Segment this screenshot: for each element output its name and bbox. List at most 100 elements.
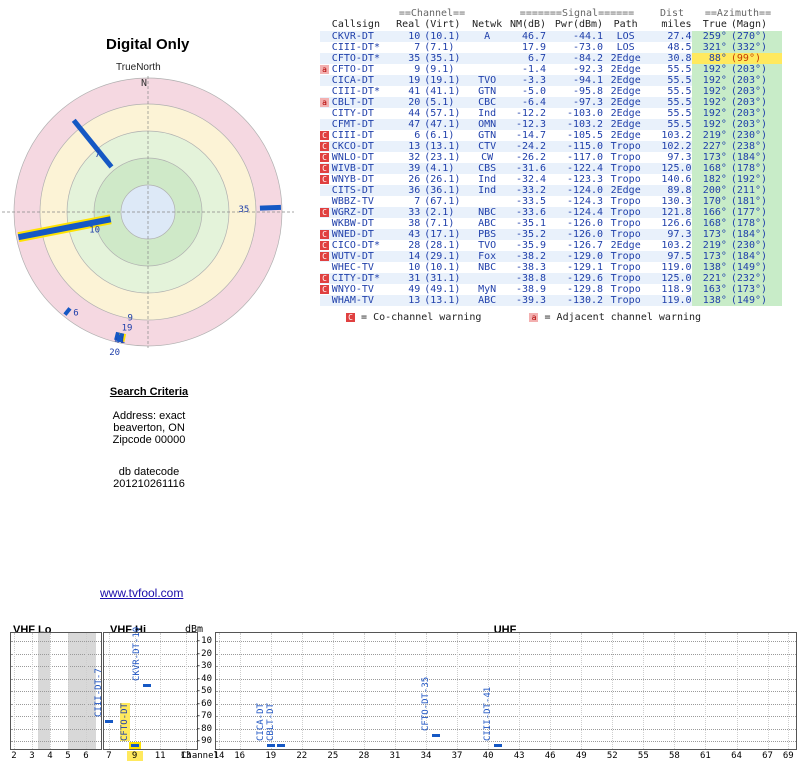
azimuth-magnetic: (232°) [726, 273, 782, 284]
callsign: WBBZ-TV [331, 196, 374, 207]
table-row: CIII-DT* 7 (7.1) 17.9 -73.0 LOS 48.5 321° (332°) [320, 42, 782, 53]
gridline [216, 678, 796, 680]
azimuth-true: 138° [691, 262, 727, 273]
noise-margin: -14.7 [515, 130, 547, 141]
table-row: CFMT-DT 47 (47.1) OMN -12.3 -103.2 2Edge 55.5 19… [320, 119, 782, 130]
warning-flag [320, 119, 332, 130]
x-axis-tick: 58 [668, 751, 680, 761]
gridline [134, 633, 136, 749]
gridline [11, 728, 101, 730]
callsign: WGRZ-DT [331, 207, 374, 218]
x-axis-tick: 49 [575, 751, 587, 761]
callsign: CFTO-DT* [331, 53, 380, 64]
gridline [104, 716, 197, 717]
real-channel: 47 [408, 119, 421, 130]
table-row: WHAM-TV 13 (13.1) ABC -39.3 -130.2 Tropo 119.0 1… [320, 295, 782, 306]
co-channel-flag-icon: C [320, 153, 329, 162]
distance-miles: 30.8 [667, 53, 692, 64]
gridline [11, 716, 101, 717]
real-channel: 38 [408, 218, 421, 229]
azimuth-true: 192° [691, 86, 727, 97]
network: OMN [478, 119, 497, 130]
search-zipcode-line: Zipcode 00000 [112, 434, 186, 446]
real-channel: 7 [414, 42, 421, 53]
x-axis-tick: 25 [327, 751, 339, 761]
noise-margin: -38.8 [515, 273, 547, 284]
gridline [332, 633, 334, 749]
real-channel: 35 [408, 53, 421, 64]
warning-flag [320, 108, 332, 119]
db-datecode-value: 201210261116 [113, 478, 185, 490]
x-axis-tick: 5 [65, 751, 71, 761]
gridline [11, 653, 101, 655]
radar-marker-label: 7 [95, 150, 100, 160]
real-channel: 6 [414, 130, 421, 141]
signal-path: 2Edge [610, 64, 641, 75]
table-row: C WNLO-DT 32 (23.1) CW -26.2 -117.0 Tropo 97.3 17… [320, 152, 782, 163]
gridline [426, 633, 427, 749]
azimuth-magnetic: (203°) [726, 64, 782, 75]
callsign: WNYO-TV [331, 284, 374, 295]
radar-marker-label: 6 [73, 308, 78, 318]
noise-margin: -33.6 [515, 207, 547, 218]
signal-power: -117.0 [566, 152, 604, 163]
noise-margin: -35.1 [515, 218, 547, 229]
noise-margin: -12.2 [515, 108, 547, 119]
distance-miles: 130.3 [661, 196, 692, 207]
x-axis-tick: 67 [762, 751, 773, 761]
gridline [185, 633, 187, 749]
radar-marker-ch20 [116, 334, 122, 343]
virtual-channel: (23.1) [424, 152, 461, 163]
virtual-channel: (47.1) [424, 119, 461, 130]
gridline [86, 633, 87, 749]
network: TVO [478, 75, 497, 86]
callsign: CIII-DT* [331, 86, 380, 97]
azimuth-magnetic: (149°) [726, 295, 782, 306]
table-row: a CFTO-DT 9 (9.1) -1.4 -92.3 2Edge 55.5 192° (203… [320, 64, 782, 75]
signal-path: Tropo [610, 251, 641, 262]
network: CTV [478, 141, 497, 152]
distance-miles: 118.9 [661, 284, 692, 295]
azimuth-true: 166° [691, 207, 727, 218]
azimuth-true: 221° [691, 273, 727, 284]
true-col-header: True [702, 19, 727, 30]
noise-margin: -24.2 [515, 141, 547, 152]
radar-marker-ch35 [259, 204, 282, 211]
gridline [550, 633, 552, 749]
azimuth-true: 138° [691, 295, 727, 306]
table-row: CITS-DT 36 (36.1) Ind -33.2 -124.0 2Edge 89.8 20… [320, 185, 782, 196]
adjacent-channel-flag-icon: a [320, 98, 329, 107]
noise-margin: -6.4 [521, 97, 547, 108]
virtual-channel: (31.1) [424, 273, 461, 284]
virtual-channel: (4.1) [424, 163, 455, 174]
azimuth-magnetic: (238°) [726, 141, 782, 152]
distance-miles: 55.5 [667, 75, 692, 86]
virtual-channel: (10.1) [424, 31, 461, 42]
flag-col-header [320, 19, 332, 30]
virtual-channel: (7.1) [424, 42, 455, 53]
panel-vhf_lo [10, 632, 102, 750]
table-row: a CBLT-DT 20 (5.1) CBC -6.4 -97.3 2Edge 55.5 192°… [320, 97, 782, 108]
callsign: WNLO-DT [331, 152, 374, 163]
real-channel: 36 [408, 185, 421, 196]
distance-miles: 121.8 [661, 207, 692, 218]
gridline [216, 641, 796, 642]
azimuth-magnetic: (184°) [726, 229, 782, 240]
miles-col-header: miles [661, 19, 692, 30]
signal-path: Tropo [610, 141, 641, 152]
tvfool-link[interactable]: www.tvfool.com [100, 586, 184, 600]
gridline [109, 633, 110, 749]
noise-margin: -12.3 [515, 119, 547, 130]
azimuth-magnetic: (184°) [726, 251, 782, 262]
warning-flag: C [320, 174, 332, 185]
azimuth-true: 163° [691, 284, 727, 295]
signal-power: -122.4 [566, 163, 604, 174]
signal-power: -124.0 [566, 185, 604, 196]
gridline [736, 633, 738, 749]
x-axis-tick: 22 [296, 751, 308, 761]
azimuth-true: 182° [691, 174, 727, 185]
warning-flag [320, 196, 332, 207]
x-axis-tick: 61 [700, 751, 711, 761]
noise-margin: -33.2 [515, 185, 547, 196]
warning-flag [320, 86, 332, 97]
